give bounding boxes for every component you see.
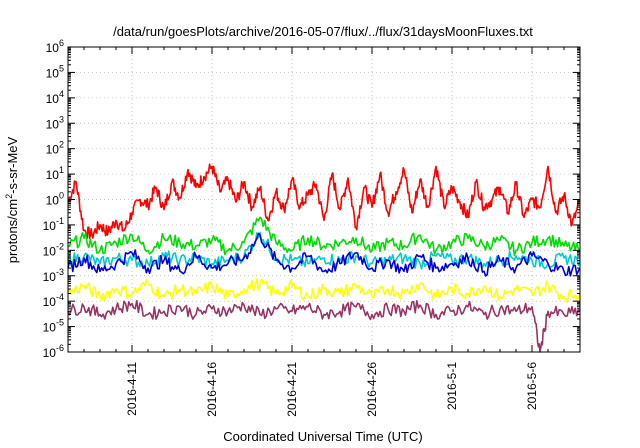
y-tick-label-exp: -5 [56,318,64,328]
y-tick-label: 104 [46,89,64,106]
x-tick-label: 2016-4-11 [125,362,139,416]
grid [68,46,580,353]
series-line-3 [67,232,581,277]
y-tick-label-exp: -1 [56,216,64,226]
y-tick-label: 10-4 [43,292,64,309]
y-tick-label-base: 10 [46,143,60,157]
y-tick-label-exp: 6 [59,38,64,48]
y-tick-label-exp: 3 [59,114,64,124]
y-tick-label-base: 10 [46,41,60,55]
y-tick-label: 101 [46,165,64,182]
y-tick-label-exp: -6 [56,343,64,353]
y-axis-title-post: -s-sr-MeV [5,136,20,193]
axes: 10-610-510-410-310-210-11001011021031041… [43,38,581,417]
y-tick-label-exp: 0 [59,191,64,201]
x-tick-label: 2016-5-1 [445,362,459,410]
y-axis-title-sup: 2 [4,194,14,199]
series-line-4 [67,278,581,304]
y-tick-label-base: 10 [43,219,57,233]
series-line-5 [67,299,581,353]
y-tick-label: 10-5 [43,318,64,335]
y-tick-label-exp: -4 [56,292,64,302]
y-tick-label-base: 10 [46,117,60,131]
y-tick-label-exp: 1 [59,165,64,175]
y-tick-label-base: 10 [43,295,57,309]
series-lines [67,163,581,353]
y-axis-title: protons/cm2-s-sr-MeV [4,136,20,263]
y-tick-label-base: 10 [43,270,57,284]
y-tick-label-exp: -2 [56,241,64,251]
y-tick-label-base: 10 [43,321,57,335]
y-tick-label: 10-3 [43,267,64,284]
y-tick-label-base: 10 [43,244,57,258]
y-axis-title-pre: protons/cm [5,199,20,263]
y-tick-label: 10-6 [43,343,64,360]
y-tick-label: 10-1 [43,216,64,233]
y-tick-label: 100 [46,191,64,208]
y-tick-label: 10-2 [43,241,64,258]
y-tick-label-base: 10 [43,346,57,360]
y-tick-label-base: 10 [46,168,60,182]
x-tick-label: 2016-4-21 [285,362,299,417]
series-line-0 [67,163,581,240]
y-tick-label-base: 10 [46,194,60,208]
y-tick-label-exp: 4 [59,89,64,99]
x-tick-label: 2016-4-16 [205,362,219,417]
x-tick-label: 2016-5-6 [525,362,539,410]
y-tick-label-exp: 2 [59,140,64,150]
y-tick-label-exp: 5 [59,63,64,73]
y-tick-label-exp: -3 [56,267,64,277]
y-tick-label-base: 10 [46,66,60,80]
y-tick-label: 106 [46,38,64,55]
series-line-1 [67,216,581,257]
y-tick-label-base: 10 [46,92,60,106]
y-tick-label: 103 [46,114,64,131]
y-tick-label: 105 [46,63,64,80]
x-axis-title: Coordinated Universal Time (UTC) [223,429,422,444]
x-tick-label: 2016-4-26 [365,362,379,417]
y-tick-label: 102 [46,140,64,157]
chart-title: /data/run/goesPlots/archive/2016-05-07/f… [113,24,533,39]
